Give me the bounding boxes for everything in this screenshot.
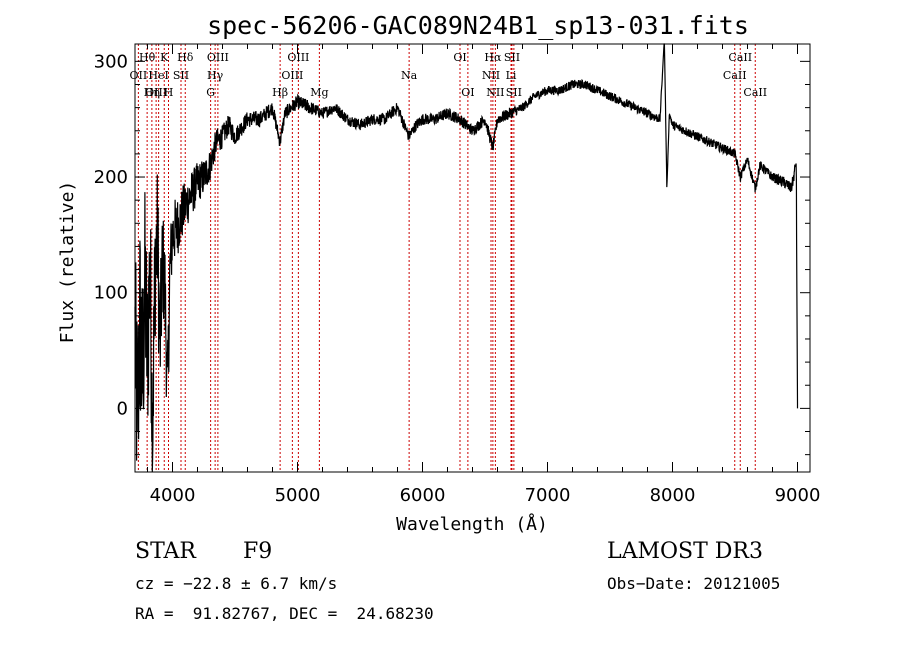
y-axis-label: Flux (relative) (57, 181, 78, 344)
line-label: H (164, 86, 174, 99)
line-label: NII (486, 86, 504, 99)
line-label: OIII (287, 51, 309, 64)
line-label: CaII (728, 51, 752, 64)
line-label: Li (506, 69, 517, 82)
object-class: STAR (135, 539, 196, 564)
line-label: OI (453, 51, 466, 64)
line-label: OII (130, 69, 148, 82)
line-label: Hη (144, 86, 160, 99)
x-tick-label: 4000 (150, 485, 196, 506)
line-label: SII (173, 69, 189, 82)
line-label: Hα (484, 51, 502, 64)
line-label: Hθ (139, 51, 156, 64)
x-tick-label: 5000 (275, 485, 321, 506)
object-subclass: F9 (243, 539, 273, 564)
redshift-velocity: cz = −22.8 ± 6.7 km/s (135, 574, 338, 593)
y-tick-label: 0 (117, 398, 128, 419)
line-label: OIII (145, 86, 167, 99)
line-label: OI (461, 86, 474, 99)
survey-name: LAMOST DR3 (607, 539, 763, 564)
y-tick-label: 100 (94, 283, 128, 304)
line-label: SII (504, 51, 520, 64)
emission-line-labels: Hθ OII OIII K HeI Hη H Hδ SII OIII Hγ G Hβ OIII OIII Mg… (130, 51, 768, 99)
line-label: Na (401, 69, 418, 82)
line-label: OIII (281, 69, 303, 82)
spectrum-line (134, 43, 799, 473)
chart-title: spec-56206-GAC089N24B1_sp13-031.fits (207, 11, 749, 40)
line-label: Hβ (272, 86, 288, 99)
line-label: NII (482, 69, 500, 82)
x-tick-label: 7000 (525, 485, 571, 506)
line-label: CaII (743, 86, 767, 99)
x-axis-ticks: 4000 5000 6000 7000 8000 9000 (147, 44, 821, 506)
plot-frame (134, 43, 811, 473)
y-tick-label: 200 (94, 167, 128, 188)
y-axis-ticks: 0 100 200 300 (94, 51, 810, 456)
observation-date: Obs−Date: 20121005 (607, 574, 781, 593)
line-label: CaII (723, 69, 747, 82)
line-label: G (206, 86, 215, 99)
x-tick-label: 6000 (400, 485, 446, 506)
line-label: HeI (148, 69, 168, 82)
x-tick-label: 8000 (650, 485, 696, 506)
line-label: Hδ (177, 51, 194, 64)
x-tick-label: 9000 (775, 485, 821, 506)
line-label: K (160, 51, 169, 64)
x-axis-label: Wavelength (Å) (396, 513, 548, 535)
line-label: SII (506, 86, 522, 99)
coordinates: RA = 91.82767, DEC = 24.68230 (135, 604, 434, 623)
line-label: OIII (207, 51, 229, 64)
emission-line-markers (137, 44, 756, 472)
line-label: Hγ (207, 69, 224, 82)
y-tick-label: 300 (94, 51, 128, 72)
line-label: Mg (310, 86, 328, 99)
